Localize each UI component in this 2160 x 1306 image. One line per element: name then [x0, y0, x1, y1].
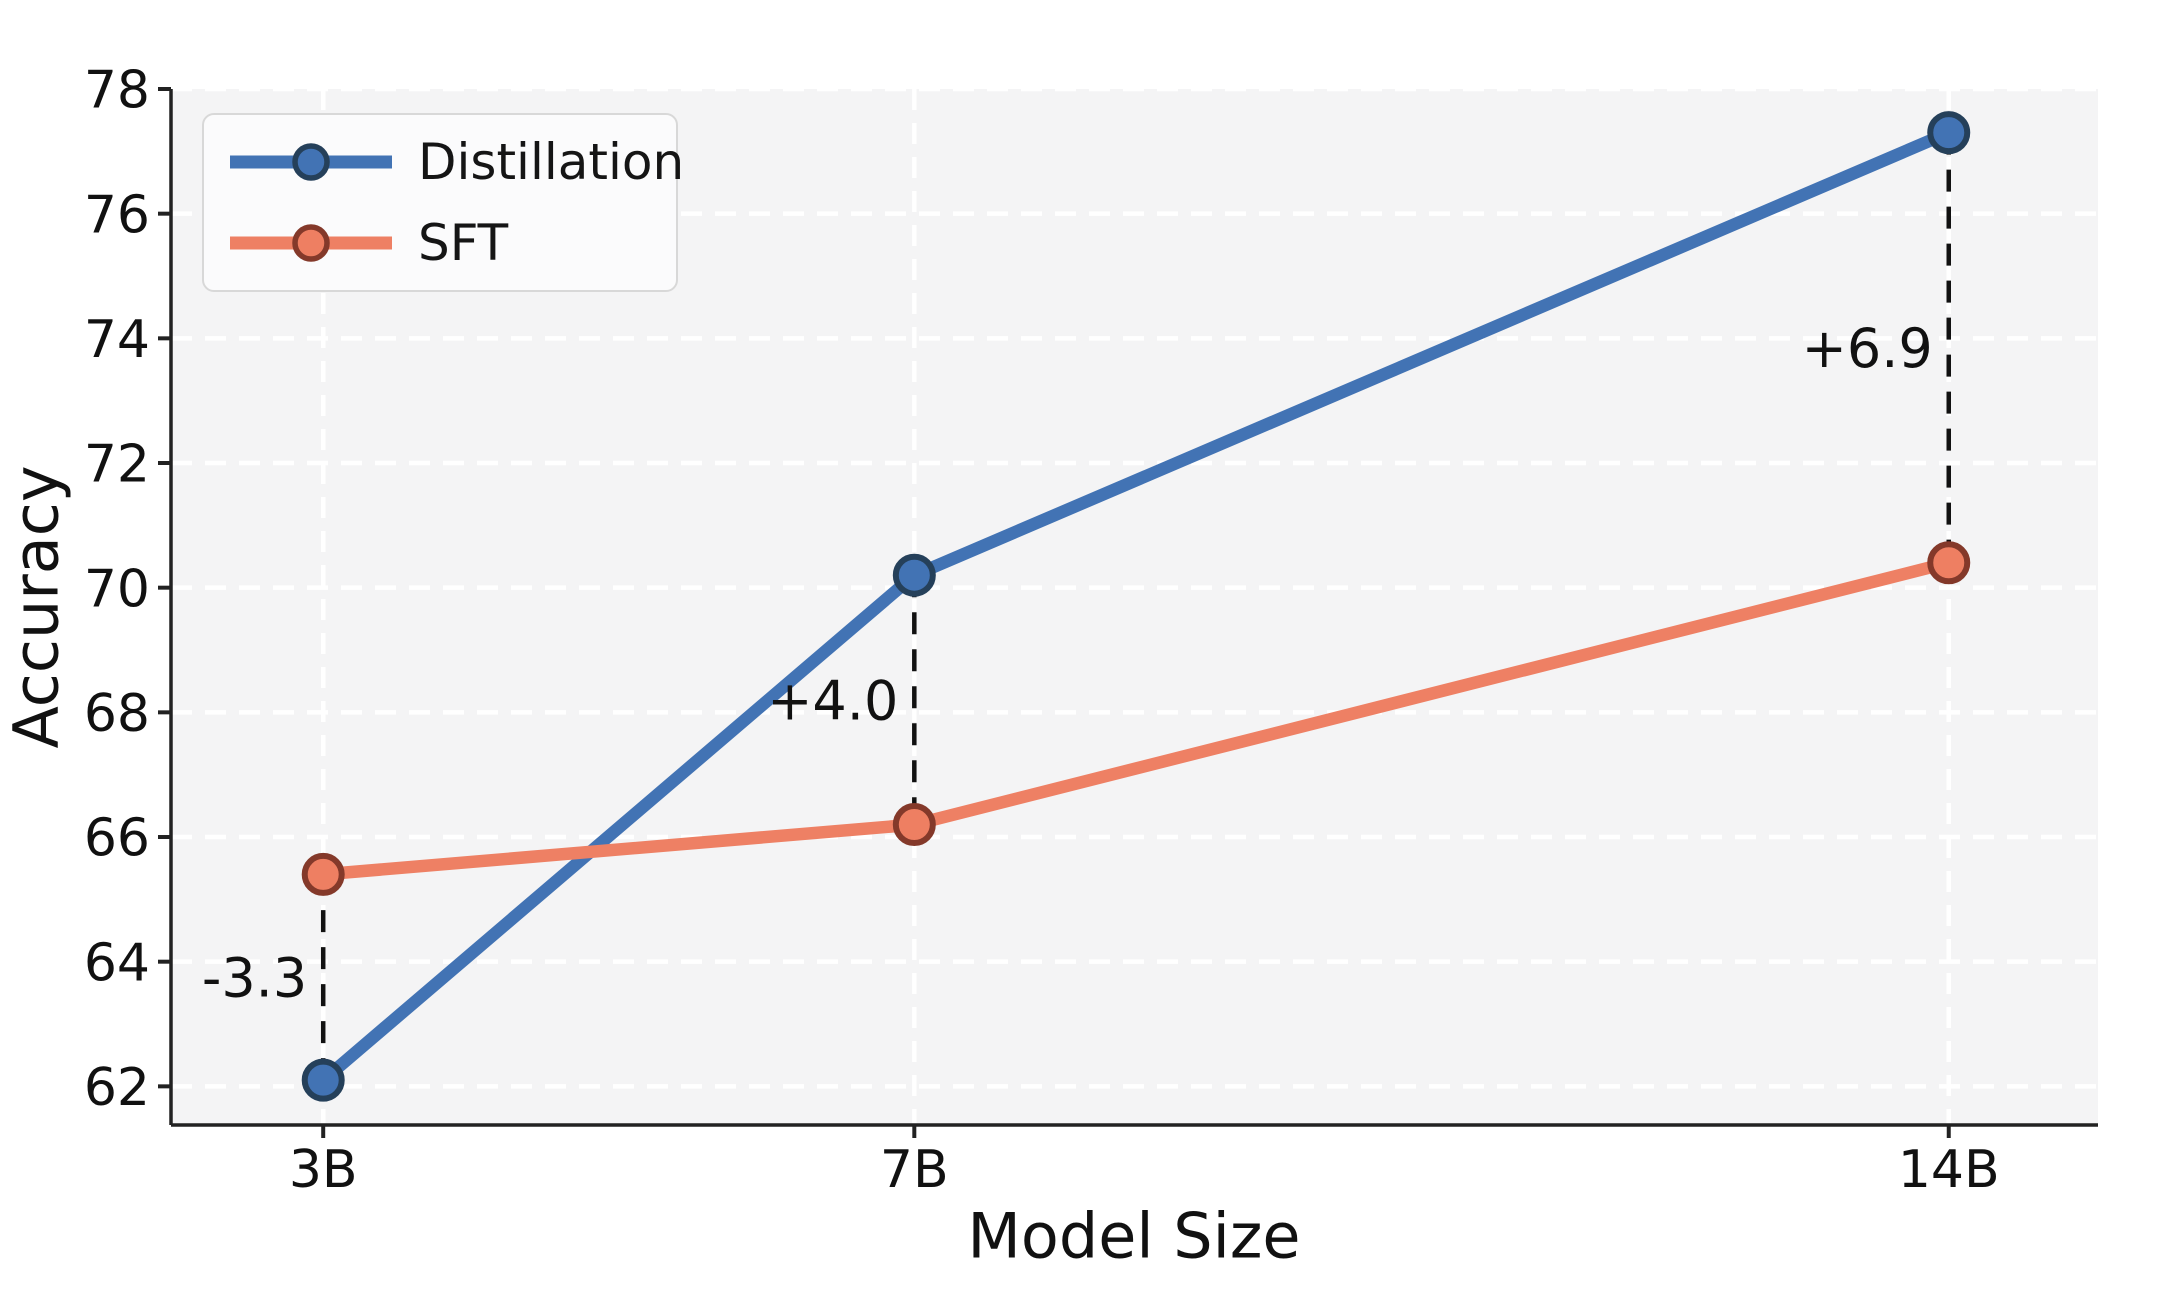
x-tick-label-14B: 14B: [1898, 1140, 2000, 1200]
y-tick-label-76: 76: [84, 185, 150, 245]
y-tick-label-72: 72: [84, 435, 150, 495]
legend-label-distillation: Distillation: [418, 133, 685, 191]
y-tick-label-70: 70: [84, 559, 150, 619]
y-tick-label-62: 62: [84, 1058, 150, 1118]
data-point-distillation-7b: [892, 553, 936, 597]
gap-annotation-14B: +6.9: [1802, 317, 1933, 380]
legend-line-marker-icon: [230, 224, 392, 262]
x-tick-label-3B: 3B: [289, 1140, 358, 1200]
legend-item-distillation: Distillation: [226, 128, 684, 196]
y-tick-label-74: 74: [84, 310, 150, 370]
x-tick-label-7B: 7B: [880, 1140, 949, 1200]
legend: Distillation SFT: [202, 113, 684, 292]
y-tick-label-68: 68: [84, 684, 150, 744]
y-tick-label-64: 64: [84, 933, 150, 993]
gap-annotation-7B: +4.0: [767, 669, 898, 732]
y-axis-label: Accuracy: [0, 465, 73, 749]
y-tick-label-78: 78: [84, 61, 150, 121]
data-point-distillation-3b: [301, 1058, 345, 1102]
legend-label-sft: SFT: [418, 214, 509, 272]
data-point-sft-3b: [301, 852, 345, 896]
gap-annotation-3B: -3.3: [202, 947, 307, 1010]
x-axis-label: Model Size: [967, 1199, 1301, 1273]
data-point-distillation-14b: [1927, 111, 1971, 155]
y-tick-label-66: 66: [84, 809, 150, 869]
legend-line-marker-icon: [230, 143, 392, 181]
legend-item-sft: SFT: [226, 209, 676, 277]
data-point-sft-14b: [1927, 541, 1971, 585]
data-point-sft-7b: [892, 803, 936, 847]
